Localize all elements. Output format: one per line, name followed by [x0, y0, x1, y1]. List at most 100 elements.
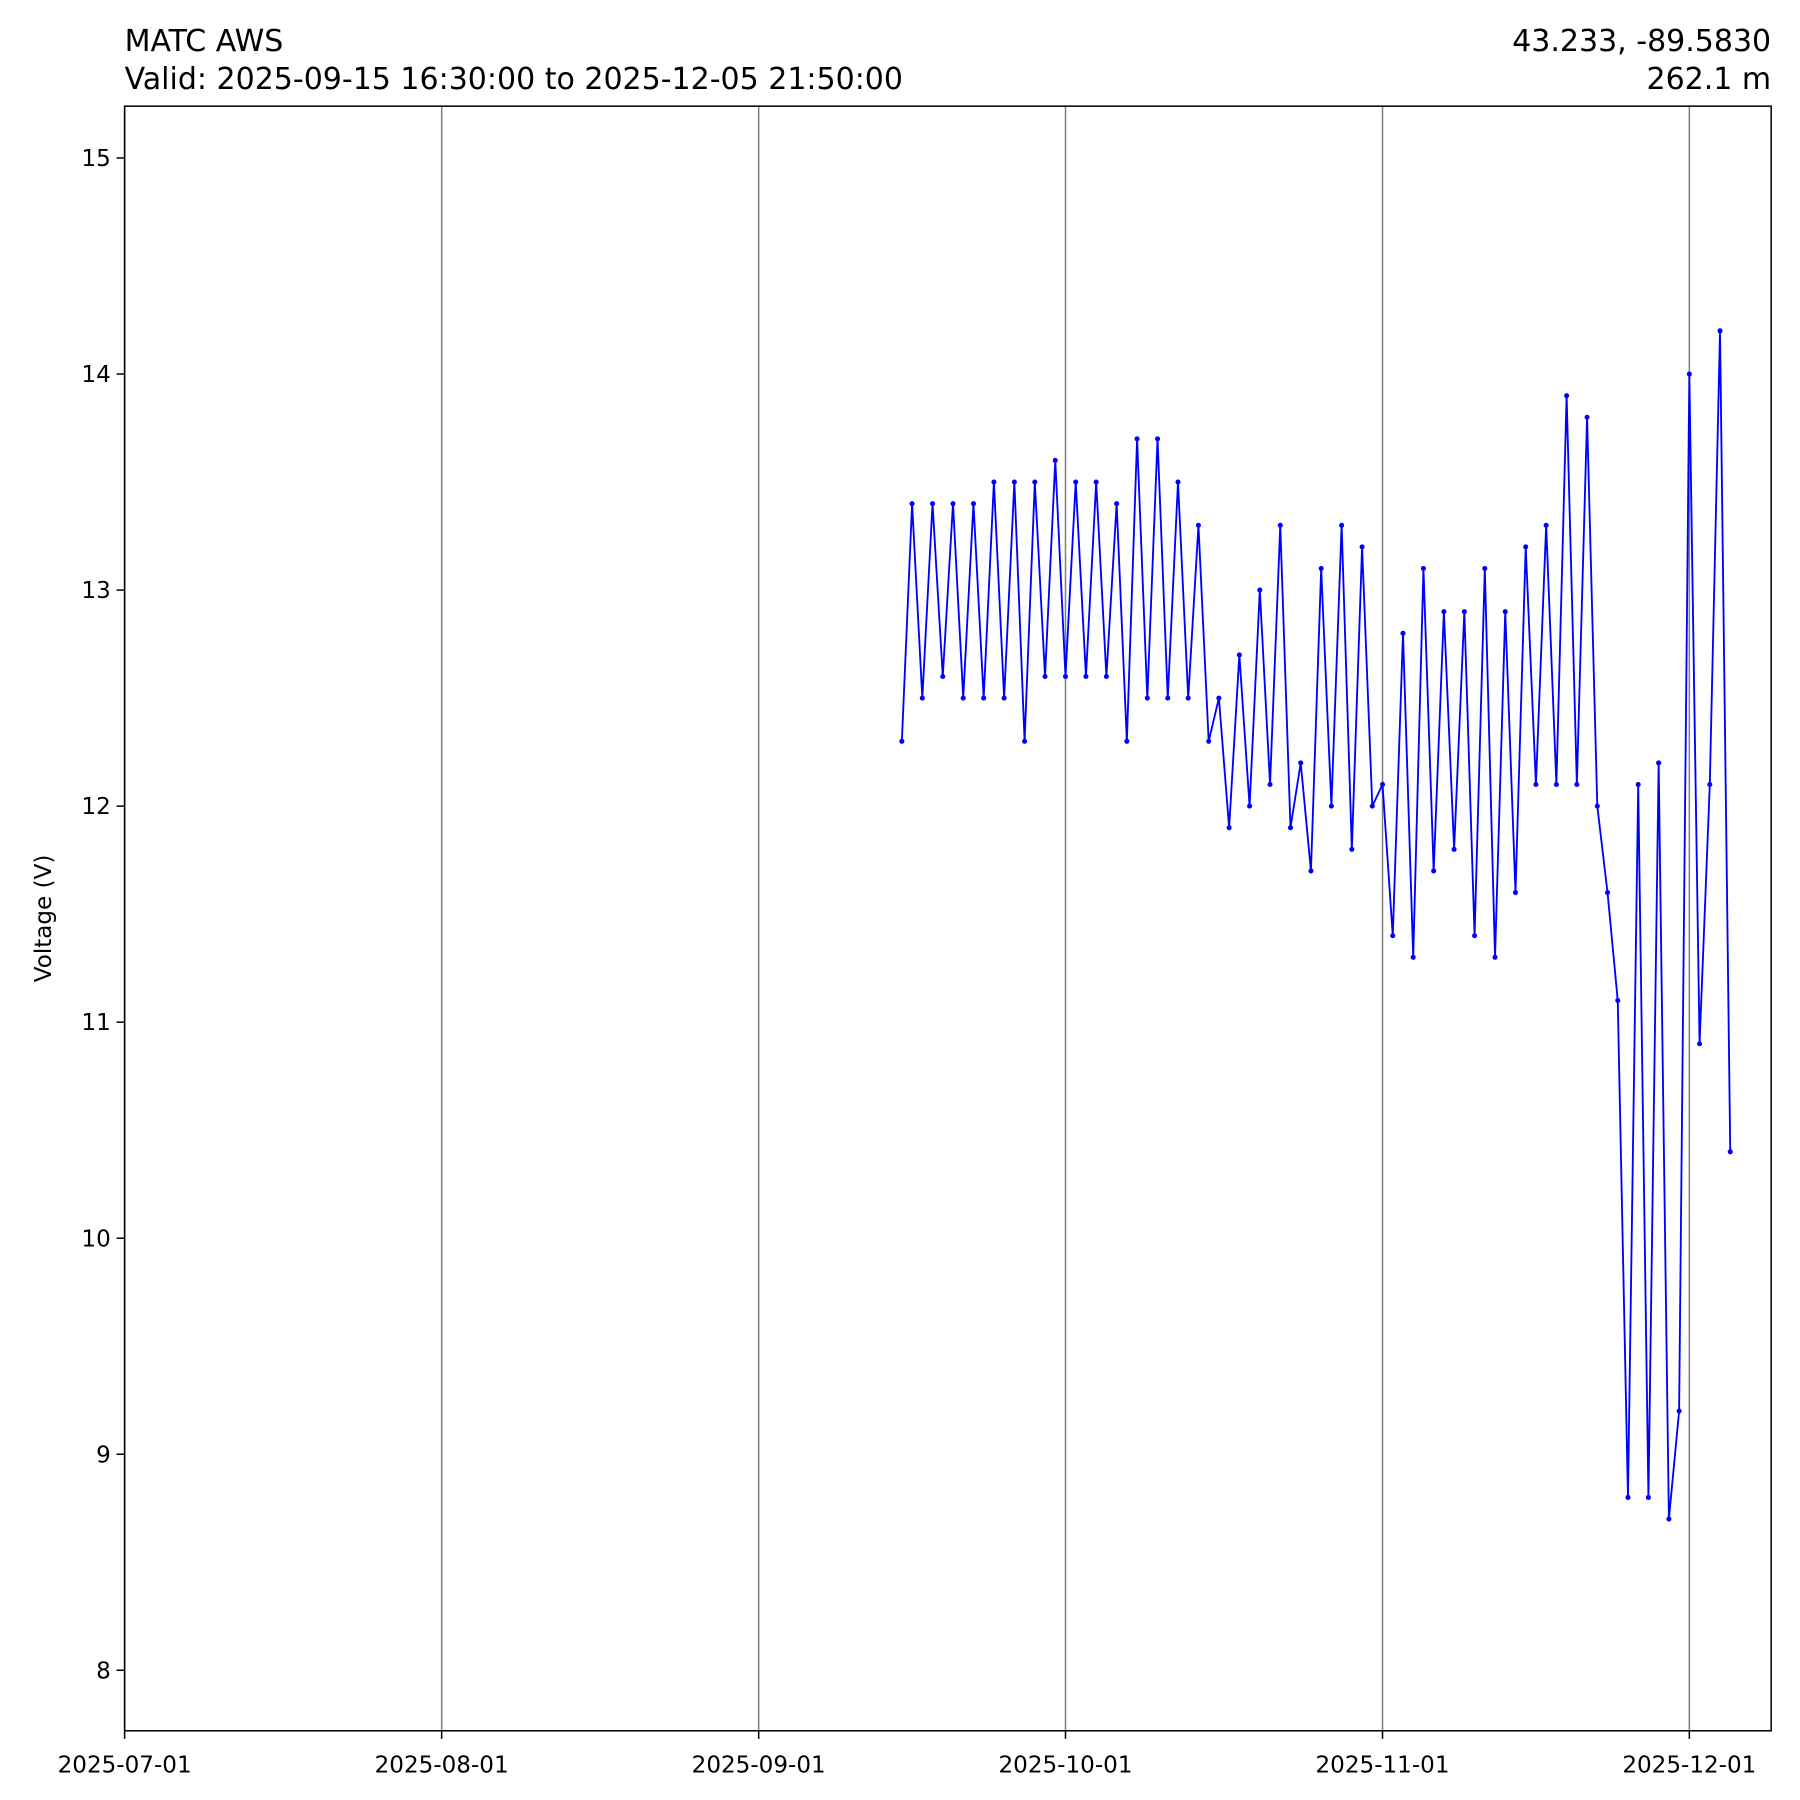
x-tick-label: 2025-08-01 [375, 1752, 509, 1778]
data-point [1564, 393, 1570, 399]
data-point [970, 501, 976, 507]
y-tick-label: 10 [81, 1226, 110, 1252]
data-point [1144, 695, 1150, 701]
data-point [1707, 781, 1713, 788]
data-point [1011, 479, 1017, 485]
data-point [1451, 846, 1457, 852]
data-point [1615, 998, 1621, 1004]
data-point [950, 501, 956, 507]
data-point [1093, 479, 1099, 485]
data-point [1216, 695, 1222, 701]
data-point [1512, 889, 1519, 896]
data-point [1114, 501, 1120, 507]
data-point [1134, 436, 1140, 442]
data-point [1502, 609, 1508, 615]
data-point [1124, 738, 1130, 744]
data-point [1604, 889, 1611, 896]
data-point [1697, 1041, 1703, 1047]
y-tick-label: 12 [81, 794, 110, 820]
elevation: 262.1 m [1646, 62, 1771, 97]
data-point [1247, 803, 1253, 809]
data-point [1533, 781, 1539, 788]
plot-frame [123, 105, 1772, 1732]
data-point [1461, 609, 1467, 615]
y-tick-label: 13 [81, 578, 110, 604]
x-tick-label: 2025-12-01 [1622, 1752, 1756, 1778]
data-point [1032, 479, 1038, 485]
data-point [1553, 781, 1559, 788]
data-point [1686, 371, 1692, 377]
data-point [1379, 781, 1386, 788]
y-tick-label: 9 [96, 1442, 111, 1468]
data-point [1195, 522, 1201, 528]
location: 43.233, -89.5830 [1512, 24, 1771, 59]
data-point [909, 501, 915, 507]
data-point [981, 695, 987, 701]
data-point [1410, 954, 1416, 960]
data-point [1676, 1408, 1682, 1414]
data-point [1645, 1494, 1651, 1500]
data-point [1062, 673, 1069, 680]
data-point [1584, 414, 1590, 420]
data-point [1666, 1516, 1672, 1522]
chart-subtitle: Valid: 2025-09-15 16:30:00 to 2025-12-05… [125, 62, 903, 97]
data-point [1400, 630, 1406, 636]
y-axis-label: Voltage (V) [31, 855, 57, 983]
data-point [1226, 825, 1232, 831]
data-point [919, 695, 925, 701]
data-point [1574, 781, 1580, 788]
data-point [1492, 954, 1498, 960]
data-point [1287, 825, 1294, 831]
data-point [1083, 673, 1089, 680]
data-point [899, 738, 905, 744]
data-point [991, 479, 997, 485]
data-point [1267, 781, 1273, 788]
data-point [1543, 522, 1549, 528]
data-point [1328, 803, 1334, 809]
data-point [1727, 1149, 1733, 1155]
x-tick-label: 2025-10-01 [998, 1752, 1132, 1778]
x-tick-label: 2025-07-01 [58, 1752, 192, 1778]
data-point [1175, 479, 1181, 485]
y-tick-label: 14 [81, 362, 110, 388]
data-point [1523, 544, 1529, 550]
data-point [1717, 328, 1723, 334]
data-point [1369, 803, 1375, 809]
data-point [1359, 544, 1365, 550]
data-point [1001, 695, 1007, 701]
chart-title: MATC AWS [125, 24, 284, 59]
data-point [1236, 652, 1242, 658]
data-point [1308, 868, 1314, 874]
data-point [1482, 565, 1488, 572]
data-point [1073, 479, 1079, 485]
data-point [930, 501, 936, 507]
y-tick-label: 11 [81, 1010, 110, 1036]
y-tick-label: 8 [96, 1658, 111, 1684]
data-point [1390, 933, 1396, 939]
data-point [1042, 673, 1048, 680]
data-point [1165, 695, 1171, 701]
y-tick-label: 15 [81, 146, 110, 172]
data-point [1625, 1494, 1631, 1500]
data-point [960, 695, 966, 701]
data-point [1052, 457, 1058, 463]
data-point [1420, 565, 1426, 572]
data-point [1441, 609, 1447, 615]
data-point [1349, 846, 1355, 852]
data-point [1656, 760, 1662, 766]
data-point [1206, 738, 1212, 744]
data-point [1298, 760, 1304, 766]
x-tick-label: 2025-09-01 [692, 1752, 826, 1778]
data-point [1431, 868, 1437, 874]
data-line [900, 330, 1732, 1520]
data-point [940, 673, 946, 680]
data-point [1154, 436, 1161, 442]
data-point [1594, 803, 1600, 809]
data-point [1318, 565, 1324, 572]
x-tick-label: 2025-11-01 [1316, 1752, 1450, 1778]
data-point [1635, 781, 1641, 788]
data-point [1022, 738, 1028, 744]
data-point [1257, 587, 1263, 593]
